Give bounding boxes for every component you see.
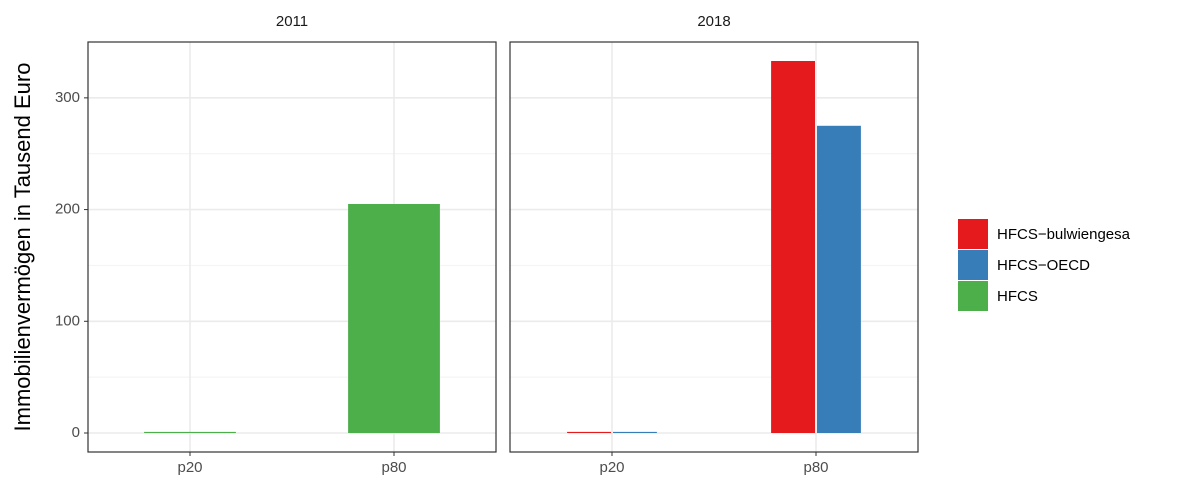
y-axis-title: Immobilienvermögen in Tausend Euro — [10, 63, 35, 432]
legend-label: HFCS — [997, 288, 1038, 305]
bar — [817, 125, 861, 434]
y-tick-label: 300 — [55, 89, 80, 106]
y-tick-label: 100 — [55, 312, 80, 329]
legend-label: HFCS−OECD — [997, 257, 1090, 274]
x-tick-label: p80 — [803, 459, 828, 476]
y-tick-label: 0 — [72, 424, 80, 441]
x-tick-label: p20 — [599, 459, 624, 476]
legend-key — [958, 281, 988, 311]
x-tick-label: p80 — [381, 459, 406, 476]
bar — [771, 60, 815, 434]
bar — [348, 203, 440, 434]
panel-border — [87, 41, 497, 453]
panel-border — [509, 41, 919, 453]
x-tick-label: p20 — [177, 459, 202, 476]
panel-title: 2018 — [697, 13, 730, 30]
legend-key — [958, 219, 988, 249]
bar — [613, 431, 657, 434]
legend-label: HFCS−bulwiengesa — [997, 226, 1131, 243]
bar — [144, 431, 236, 434]
bar — [567, 431, 611, 434]
y-tick-label: 200 — [55, 201, 80, 218]
legend-key — [958, 250, 988, 280]
panel-title: 2011 — [276, 13, 308, 30]
